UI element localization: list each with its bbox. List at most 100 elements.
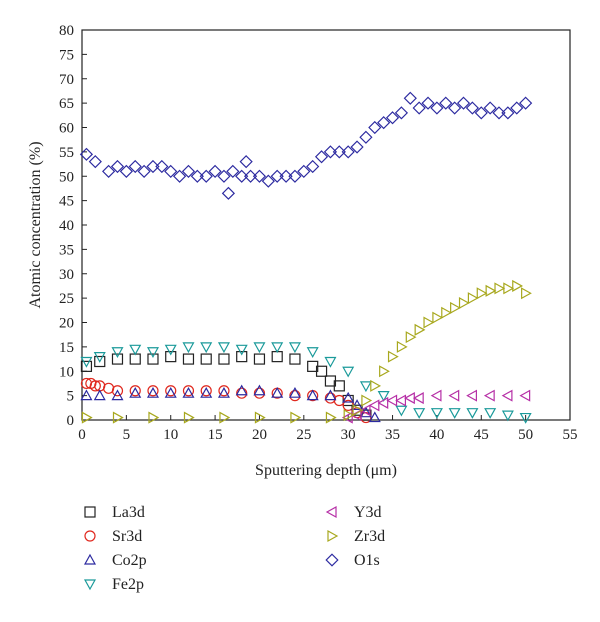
legend-item-o1s: O1s <box>325 552 380 569</box>
point-la3d <box>111 353 124 365</box>
x-tick-label: 55 <box>563 427 578 443</box>
point-co2p <box>253 384 266 396</box>
point-o1s <box>208 164 222 178</box>
point-o1s <box>88 155 102 169</box>
point-fe2p <box>253 342 266 354</box>
point-sr3d <box>147 385 159 397</box>
legend-marker <box>84 506 96 518</box>
point-y3d <box>377 396 389 409</box>
point-o1s <box>270 169 284 183</box>
point-o1s <box>359 130 373 144</box>
point-zr3d <box>343 409 355 422</box>
point-la3d <box>165 351 177 363</box>
point-o1s <box>243 169 258 183</box>
point-zr3d <box>396 340 408 353</box>
legend: La3d Sr3d Co2p Fe2p Y3d Zr3d O1s <box>83 504 385 593</box>
point-zr3d <box>219 411 231 424</box>
point-co2p <box>217 386 230 398</box>
point-fe2p <box>80 356 93 368</box>
legend-marker <box>325 505 337 519</box>
point-zr3d <box>485 284 497 297</box>
x-tick-label: 45 <box>474 427 489 443</box>
point-o1s <box>146 159 160 174</box>
point-y3d <box>368 399 380 412</box>
y-tick-label: 70 <box>59 72 74 88</box>
point-fe2p <box>448 408 461 419</box>
point-fe2p <box>359 381 372 393</box>
y-tick-label: 75 <box>59 47 74 63</box>
point-zr3d <box>521 287 532 300</box>
point-co2p <box>93 389 106 401</box>
point-zr3d <box>290 411 302 424</box>
point-zr3d <box>325 411 337 424</box>
point-fe2p <box>164 344 177 356</box>
point-sr3d <box>89 380 101 392</box>
point-la3d <box>200 353 212 365</box>
point-zr3d <box>405 331 417 344</box>
x-tick-label: 20 <box>252 427 267 443</box>
point-o1s <box>288 169 302 183</box>
point-zr3d <box>441 306 453 319</box>
point-o1s <box>137 164 151 178</box>
point-sr3d <box>253 387 266 399</box>
point-zr3d <box>494 282 506 295</box>
point-zr3d <box>379 365 390 378</box>
axes: 0 5 10 15 20 25 30 35 40 45 50 55 0 5 10 15 20 25 30 35 40 45… <box>59 23 578 443</box>
legend-item-sr3d: Sr3d <box>84 528 142 545</box>
point-fe2p <box>342 366 355 378</box>
point-o1s <box>385 111 400 125</box>
point-y3d <box>412 392 424 405</box>
point-fe2p <box>146 347 160 358</box>
point-fe2p <box>324 356 337 368</box>
x-tick-label: 15 <box>208 427 223 443</box>
point-o1s <box>226 164 240 178</box>
point-co2p <box>288 386 301 398</box>
point-y3d <box>519 389 531 402</box>
point-o1s <box>199 169 213 183</box>
legend-item-zr3d: Zr3d <box>327 528 385 545</box>
point-o1s <box>492 106 506 120</box>
point-zr3d <box>361 394 373 407</box>
x-tick-label: 25 <box>296 427 311 443</box>
x-tick-label: 40 <box>429 427 444 443</box>
point-o1s <box>341 145 355 159</box>
point-co2p <box>80 389 93 401</box>
point-co2p <box>342 391 355 403</box>
point-la3d <box>236 351 248 363</box>
legend-marker <box>83 553 97 565</box>
point-y3d <box>395 394 407 407</box>
y-tick-label: 0 <box>67 413 75 429</box>
y-tick-label: 80 <box>59 23 74 39</box>
point-o1s <box>368 120 382 135</box>
y-tick-label: 15 <box>59 340 74 356</box>
point-co2p <box>129 386 142 398</box>
legend-marker <box>327 529 339 543</box>
point-co2p <box>200 386 213 398</box>
point-fe2p <box>129 344 142 356</box>
point-zr3d <box>450 301 461 314</box>
point-la3d <box>147 353 159 365</box>
point-fe2p <box>413 408 426 419</box>
x-axis-title: Sputtering depth (μm) <box>255 462 397 479</box>
point-o1s <box>332 145 346 159</box>
x-tick-label: 30 <box>341 427 356 443</box>
point-co2p <box>111 389 124 401</box>
point-sr3d <box>165 385 177 397</box>
point-fe2p <box>466 408 479 419</box>
point-o1s <box>190 169 204 183</box>
point-o1s <box>377 116 391 130</box>
point-o1s <box>439 96 453 110</box>
point-y3d <box>359 404 371 417</box>
point-y3d <box>448 389 460 402</box>
x-tick-label: 5 <box>123 427 131 443</box>
point-o1s <box>235 169 249 183</box>
point-o1s <box>350 140 364 154</box>
point-o1s <box>323 145 338 159</box>
point-la3d <box>218 353 230 365</box>
series-fe2p <box>80 342 532 424</box>
point-co2p <box>324 389 337 401</box>
point-zr3d <box>183 411 195 424</box>
point-la3d <box>333 380 345 392</box>
point-sr3d <box>218 385 230 397</box>
point-sr3d <box>200 385 212 397</box>
